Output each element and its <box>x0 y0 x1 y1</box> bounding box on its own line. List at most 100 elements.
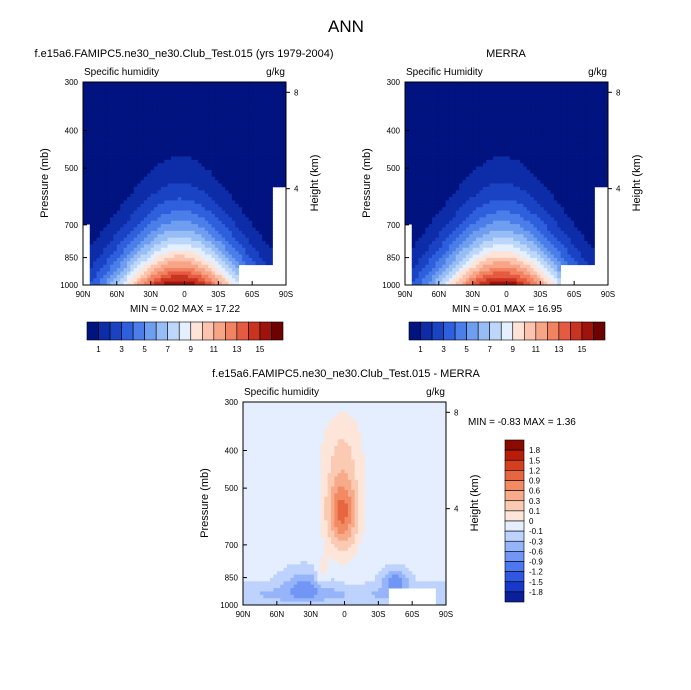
contour-cell <box>86 210 91 215</box>
contour-cell <box>130 220 135 225</box>
contour-cell <box>123 247 128 252</box>
contour-cell <box>181 85 185 90</box>
contour-cell <box>496 156 501 161</box>
contour-cell <box>211 173 216 178</box>
contour-cell <box>103 149 108 154</box>
contour-cell <box>231 173 236 178</box>
contour-cell <box>248 115 253 120</box>
contour-cell <box>231 92 236 96</box>
contour-cell <box>96 278 101 283</box>
contour-cell <box>255 217 260 222</box>
contour-cell <box>221 190 226 195</box>
contour-cell <box>564 92 568 96</box>
contour-cell <box>258 251 263 255</box>
contour-cell <box>157 119 162 123</box>
contour-cell <box>174 186 179 191</box>
contour-cell <box>445 85 450 90</box>
contour-cell <box>465 125 470 130</box>
contour-cell <box>448 125 453 130</box>
contour-cell <box>415 82 419 86</box>
contour-cell <box>174 166 179 171</box>
contour-cell <box>218 274 223 279</box>
contour-cell <box>580 142 585 147</box>
contour-cell <box>133 251 138 255</box>
contour-cell <box>120 149 124 154</box>
contour-cell <box>116 102 121 107</box>
contour-cell <box>194 220 199 225</box>
contour-cell <box>265 183 270 188</box>
contour-cell <box>282 169 286 174</box>
contour-cell <box>218 257 223 262</box>
contour-cell <box>198 163 202 167</box>
contour-cell <box>269 159 273 164</box>
contour-cell <box>170 105 175 110</box>
contour-cell <box>137 149 141 154</box>
contour-cell <box>262 146 267 151</box>
contour-cell <box>597 122 602 127</box>
contour-cell <box>221 163 226 167</box>
contour-cell <box>235 186 240 191</box>
contour-cell <box>235 220 240 225</box>
contour-cell <box>282 180 286 184</box>
contour-cell <box>147 254 152 259</box>
contour-cell <box>96 176 101 181</box>
contour-cell <box>187 274 192 279</box>
contour-cell <box>530 119 534 123</box>
contour-cell <box>147 193 152 198</box>
contour-cell <box>164 136 168 140</box>
contour-cell <box>526 146 531 151</box>
contour-cell <box>258 244 263 249</box>
contour-cell <box>86 105 91 110</box>
contour-cell <box>445 139 450 144</box>
contour-cell <box>425 82 430 86</box>
contour-cell <box>567 129 572 134</box>
contour-cell <box>482 142 487 147</box>
contour-cell <box>248 237 253 242</box>
contour-cell <box>130 109 135 113</box>
contour-cell <box>418 153 423 157</box>
contour-cell <box>465 129 470 134</box>
contour-cell <box>201 268 206 272</box>
contour-cell <box>506 82 511 86</box>
contour-cell <box>154 203 158 208</box>
contour-cell <box>137 132 141 137</box>
contour-cell <box>591 85 595 90</box>
contour-cell <box>140 220 145 225</box>
contour-cell <box>282 95 286 100</box>
contour-cell <box>245 159 250 164</box>
contour-cell <box>214 274 219 279</box>
contour-cell <box>126 193 131 198</box>
contour-cell <box>123 112 128 117</box>
contour-cell <box>415 109 419 113</box>
contour-cell <box>120 163 124 167</box>
contour-cell <box>492 98 497 103</box>
contour-cell <box>191 281 196 285</box>
contour-cell <box>252 132 256 137</box>
contour-cell <box>584 149 589 154</box>
contour-cell <box>137 264 141 269</box>
contour-cell <box>164 244 168 249</box>
contour-cell <box>194 217 199 222</box>
contour-cell <box>96 237 101 242</box>
contour-cell <box>154 153 158 157</box>
contour-cell <box>204 224 209 228</box>
contour-cell <box>147 105 152 110</box>
contour-cell <box>533 149 538 154</box>
contour-cell <box>106 98 111 103</box>
contour-cell <box>530 163 534 167</box>
contour-cell <box>110 257 114 262</box>
contour-cell <box>452 88 457 93</box>
contour-cell <box>89 241 94 245</box>
contour-cell <box>231 278 236 283</box>
contour-cell <box>225 227 229 232</box>
contour-cell <box>170 183 175 188</box>
contour-cell <box>577 139 582 144</box>
contour-cell <box>93 149 97 154</box>
contour-cell <box>143 105 148 110</box>
contour-cell <box>482 163 487 167</box>
contour-cell <box>591 115 595 120</box>
contour-cell <box>198 88 202 93</box>
contour-cell <box>160 92 165 96</box>
contour-cell <box>201 105 206 110</box>
contour-cell <box>235 82 240 86</box>
